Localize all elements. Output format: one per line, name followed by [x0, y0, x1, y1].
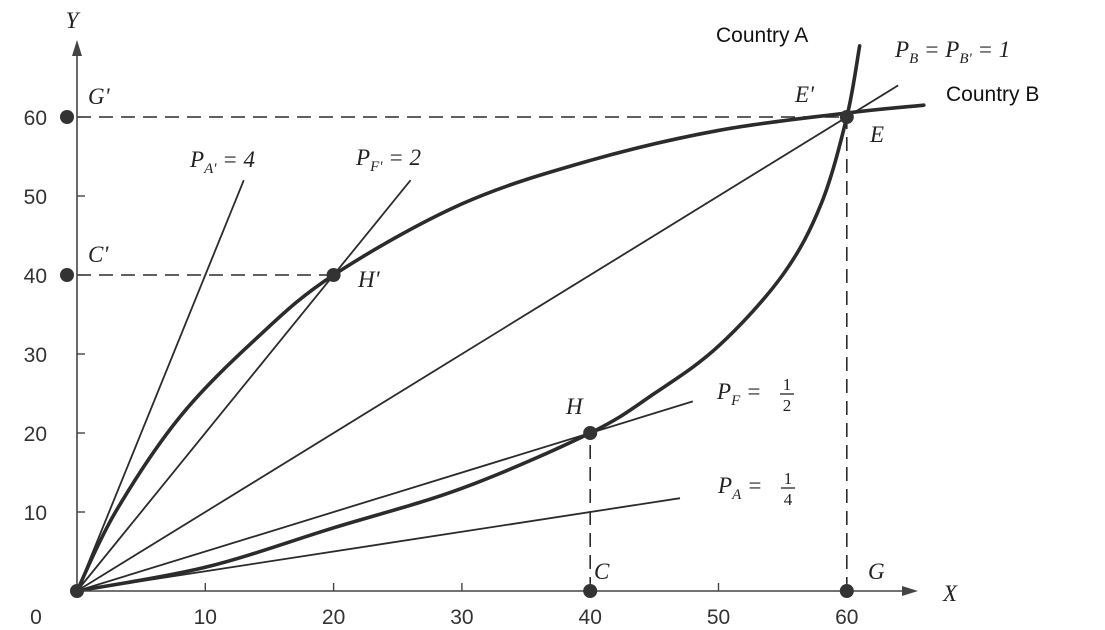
ray-label-pf-prime: PF' = 2 [355, 145, 421, 175]
axes [72, 40, 918, 596]
ray-label-pa-denominator: 4 [784, 490, 793, 509]
y-tick-label-50: 50 [24, 186, 47, 209]
ray-label-pf-denominator: 2 [783, 396, 792, 415]
y-tick-label-60: 60 [24, 107, 47, 130]
ray-label-pa-prime: PA' = 4 [189, 147, 255, 177]
x-axis-label: X [942, 581, 958, 606]
point-label-g: G [868, 559, 885, 584]
point-label-g-prime: G' [88, 84, 111, 109]
price-ray-2 [76, 84, 899, 592]
point-c-prime [60, 268, 74, 282]
point-label-e: E [869, 122, 884, 147]
y-tick-label-30: 30 [24, 344, 47, 367]
y-tick-label-20: 20 [24, 423, 47, 446]
origin-label: 0 [30, 606, 42, 625]
point-e [839, 110, 854, 124]
point-label-h-prime: H' [357, 267, 381, 292]
point-c [583, 584, 598, 598]
point-g-prime [60, 110, 74, 124]
x-tick-label-40: 40 [579, 606, 602, 625]
x-tick-label-60: 60 [835, 606, 858, 625]
ray-label-pf-numerator: 1 [783, 375, 792, 394]
y-tick-label-10: 10 [24, 502, 47, 525]
point-h-prime [326, 268, 341, 282]
price-ray-4 [76, 497, 681, 592]
ray-label-pb: PB = PB' = 1 [894, 37, 1010, 67]
axis-ticks: 10 20 30 40 50 60 10 20 30 40 50 60 0 X Y [24, 8, 958, 629]
x-tick-label-30: 30 [450, 606, 473, 625]
price-ray-1 [76, 179, 412, 592]
offer-curve-country-b [75, 103, 926, 593]
ray-label-pa-numerator: 1 [784, 469, 793, 488]
x-tick-label-50: 50 [707, 606, 730, 625]
chart-labels: E' E H' H G' C' C G Country A Country B PA' = 4 PF'… [88, 24, 1039, 584]
y-axis-arrow [72, 40, 82, 56]
point-label-e-prime: E' [794, 82, 815, 107]
price-ray-0 [76, 179, 245, 592]
offer-curve-country-a [75, 44, 862, 593]
point-label-h: H [565, 394, 584, 419]
point-o [70, 584, 84, 598]
point-label-c: C [594, 559, 610, 584]
y-tick-label-40: 40 [24, 265, 47, 288]
point-label-c-prime: C' [88, 242, 109, 267]
point-g [839, 584, 854, 598]
ray-label-pa: PA = [717, 473, 763, 503]
chart-points [60, 110, 854, 598]
label-country-b: Country B [946, 83, 1039, 106]
label-country-a: Country A [716, 24, 808, 47]
x-tick-label-20: 20 [322, 606, 345, 625]
offer-curves [75, 44, 926, 593]
x-tick-label-10: 10 [194, 606, 217, 625]
y-axis-label: Y [66, 8, 81, 33]
point-h [583, 426, 598, 440]
x-axis-arrow [902, 586, 918, 596]
ray-label-pf: PF = [716, 379, 762, 409]
